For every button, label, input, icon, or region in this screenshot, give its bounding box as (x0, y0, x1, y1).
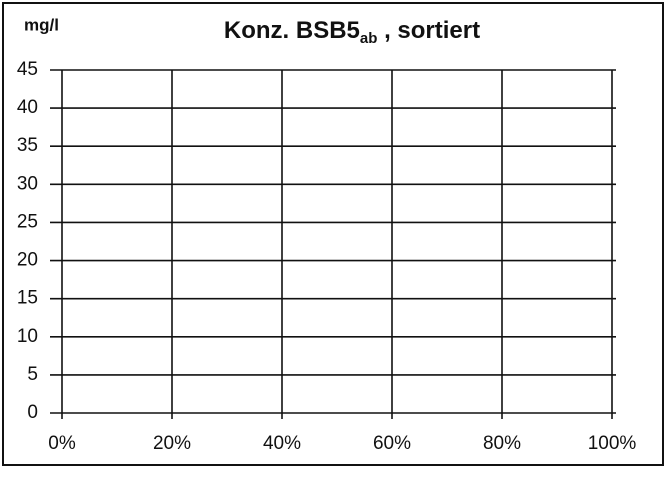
y-tick-label: 0 (27, 402, 38, 423)
y-tick-label: 20 (17, 250, 38, 271)
title-suffix: , sortiert (377, 17, 480, 44)
x-tick-label: 20% (153, 433, 191, 454)
x-tick-label: 60% (373, 433, 411, 454)
x-tick-label: 100% (588, 433, 637, 454)
frame (2, 2, 664, 466)
y-tick-label: 35 (17, 135, 38, 156)
y-axis-label: mg/l (24, 15, 59, 34)
title-subscript: ab (360, 30, 378, 47)
y-tick-label: 45 (17, 59, 38, 80)
y-tick-label: 5 (27, 364, 38, 385)
y-tick-label: 25 (17, 211, 38, 232)
y-tick-label: 15 (17, 288, 38, 309)
x-tick-label: 40% (263, 433, 301, 454)
x-tick-label: 0% (48, 433, 76, 454)
y-tick-label: 30 (17, 173, 38, 194)
chart-title: Konz. BSB5ab , sortiert (224, 17, 480, 47)
title-main: Konz. BSB5 (224, 17, 360, 44)
y-tick-label: 40 (17, 97, 38, 118)
x-tick-label: 80% (483, 433, 521, 454)
y-tick-label: 10 (17, 326, 38, 347)
